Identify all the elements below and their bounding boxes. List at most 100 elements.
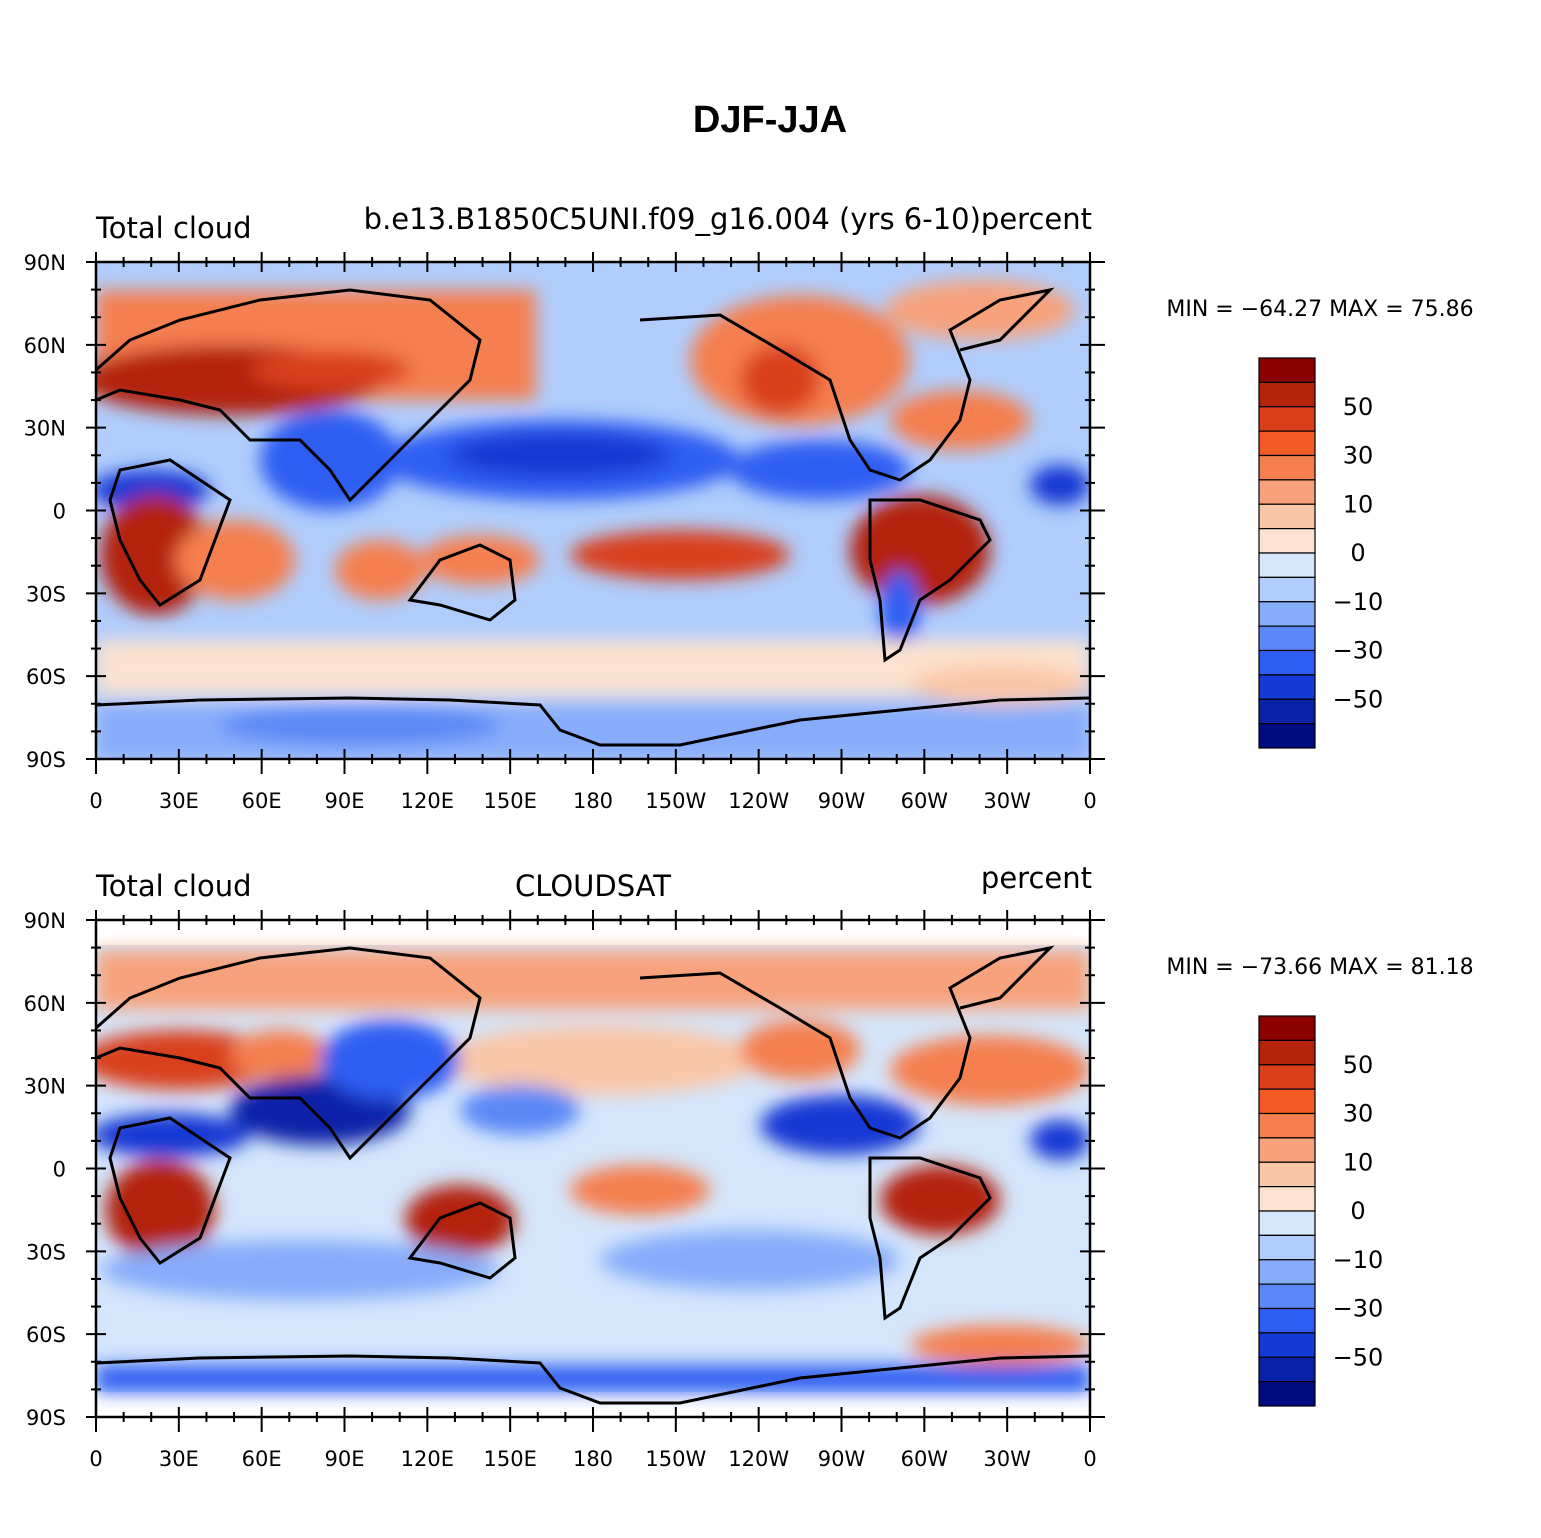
lon-tick-label: 30W xyxy=(983,789,1031,813)
colorbar-label: −30 xyxy=(1333,637,1384,665)
colorbar-swatch xyxy=(1258,1283,1316,1310)
longitude-tick-labels: 0 30E 60E 90E 120E 150E 180 150W 120W 90W 60W 30W 0 xyxy=(89,1447,1096,1471)
min-max-stats: MIN = −73.66 MAX = 81.18 xyxy=(1166,955,1473,980)
colorbar-swatch xyxy=(1258,1161,1316,1188)
lat-tick-label: 30N xyxy=(24,1075,66,1099)
colorbar-label: −10 xyxy=(1333,588,1384,616)
colorbar-swatch xyxy=(1258,454,1316,481)
colorbar-swatch xyxy=(1258,674,1316,700)
lon-tick-label: 30W xyxy=(983,1447,1031,1471)
colorbar-swatch xyxy=(1258,552,1316,578)
lon-tick-label: 0 xyxy=(89,1447,102,1471)
figure-title: DJF-JJA xyxy=(693,99,847,141)
panel-variable-label: Total cloud xyxy=(95,211,251,245)
colorbar-swatch xyxy=(1258,1259,1316,1285)
longitude-tick-labels: 0 30E 60E 90E 120E 150E 180 150W 120W 90W 60W 30W 0 xyxy=(89,789,1096,813)
lat-tick-label: 0 xyxy=(53,1158,66,1182)
colorbar-swatch xyxy=(1258,430,1316,457)
lat-tick-label: 60N xyxy=(24,334,66,358)
contour-field xyxy=(96,945,1090,1392)
colorbar-label: 0 xyxy=(1350,539,1365,567)
lat-tick-label: 60S xyxy=(26,665,66,689)
colorbar-swatch xyxy=(1258,625,1316,652)
lon-tick-label: 30E xyxy=(159,1447,199,1471)
colorbar: 50 30 10 0 −10 −30 −50 xyxy=(1258,1015,1384,1407)
colorbar-swatch xyxy=(1258,649,1316,676)
lat-tick-label: 30N xyxy=(24,417,66,441)
lon-tick-label: 150E xyxy=(483,1447,536,1471)
colorbar-label: 0 xyxy=(1350,1197,1365,1225)
colorbar-swatch xyxy=(1258,1210,1316,1236)
latitude-tick-labels: 90N 60N 30N 0 30S 60S 90S xyxy=(24,909,66,1430)
lat-tick-label: 60N xyxy=(24,992,66,1016)
colorbar-label: 10 xyxy=(1343,1148,1374,1176)
lon-tick-label: 90W xyxy=(818,1447,866,1471)
colorbar-swatch xyxy=(1258,1186,1316,1212)
panel-variable-label: Total cloud xyxy=(95,869,251,903)
lon-tick-label: 90E xyxy=(325,789,365,813)
colorbar-label: 30 xyxy=(1343,1100,1374,1128)
coastlines xyxy=(96,945,1090,1405)
colorbar-swatch xyxy=(1258,528,1316,554)
lon-tick-label: 60W xyxy=(901,1447,949,1471)
latitude-tick-labels: 90N 60N 30N 0 30S 60S 90S xyxy=(24,251,66,772)
panel-source-label: CLOUDSAT xyxy=(515,869,671,903)
lat-tick-label: 0 xyxy=(53,500,66,524)
colorbar-swatch xyxy=(1258,479,1316,505)
lat-tick-label: 60S xyxy=(26,1323,66,1347)
colorbar-label: 50 xyxy=(1343,1051,1374,1079)
lon-tick-label: 120E xyxy=(401,1447,454,1471)
colorbar-label: 30 xyxy=(1343,442,1374,470)
lat-tick-label: 90S xyxy=(26,748,66,772)
lon-tick-label: 0 xyxy=(89,789,102,813)
colorbar-swatch xyxy=(1258,1088,1316,1115)
colorbar-swatch xyxy=(1258,1015,1316,1041)
colorbar-swatch xyxy=(1258,357,1316,383)
axis-ticks xyxy=(86,910,1105,1432)
lon-tick-label: 0 xyxy=(1083,789,1096,813)
lon-tick-label: 30E xyxy=(159,789,199,813)
colorbar-swatch xyxy=(1258,1332,1316,1358)
coastlines xyxy=(96,287,1090,747)
colorbar-label: −10 xyxy=(1333,1246,1384,1274)
lon-tick-label: 0 xyxy=(1083,1447,1096,1471)
colorbar-swatch xyxy=(1258,1137,1316,1163)
lon-tick-label: 180 xyxy=(573,789,613,813)
colorbar-label: 50 xyxy=(1343,393,1374,421)
lon-tick-label: 120E xyxy=(401,789,454,813)
colorbar-swatch xyxy=(1258,698,1316,725)
colorbar-swatch xyxy=(1258,1039,1316,1066)
lat-tick-label: 90N xyxy=(24,909,66,933)
colorbar-swatch xyxy=(1258,1112,1316,1139)
colorbar-swatch xyxy=(1258,1307,1316,1334)
colorbar-label: −50 xyxy=(1333,685,1384,713)
colorbar-swatch xyxy=(1258,1356,1316,1383)
colorbar-swatch xyxy=(1258,1064,1316,1090)
colorbar-swatch xyxy=(1258,406,1316,432)
lat-tick-label: 90N xyxy=(24,251,66,275)
colorbar-swatch xyxy=(1258,503,1316,530)
lon-tick-label: 90E xyxy=(325,1447,365,1471)
axis-ticks xyxy=(86,252,1105,774)
colorbar: 50 30 10 0 −10 −30 −50 xyxy=(1258,357,1384,749)
lat-tick-label: 30S xyxy=(26,582,66,606)
panel-source-label: b.e13.B1850C5UNI.f09_g16.004 (yrs 6-10)p… xyxy=(364,202,1092,236)
panel-model: Total cloud b.e13.B1850C5UNI.f09_g16.004… xyxy=(24,202,1474,813)
lat-tick-label: 90S xyxy=(26,1406,66,1430)
min-max-stats: MIN = −64.27 MAX = 75.86 xyxy=(1166,297,1473,322)
colorbar-label: −30 xyxy=(1333,1295,1384,1323)
colorbar-label: −50 xyxy=(1333,1343,1384,1371)
colorbar-swatch xyxy=(1258,576,1316,603)
colorbar-swatch xyxy=(1258,1381,1316,1407)
colorbar-swatch xyxy=(1258,1234,1316,1261)
panel-units-label: percent xyxy=(981,861,1092,895)
contour-field xyxy=(96,262,1090,759)
lon-tick-label: 90W xyxy=(818,789,866,813)
colorbar-label: 10 xyxy=(1343,490,1374,518)
lon-tick-label: 60E xyxy=(242,789,282,813)
panel-observation: Total cloud CLOUDSAT percent xyxy=(24,861,1474,1471)
colorbar-swatch xyxy=(1258,723,1316,749)
lon-tick-label: 60E xyxy=(242,1447,282,1471)
lon-tick-label: 150E xyxy=(483,789,536,813)
